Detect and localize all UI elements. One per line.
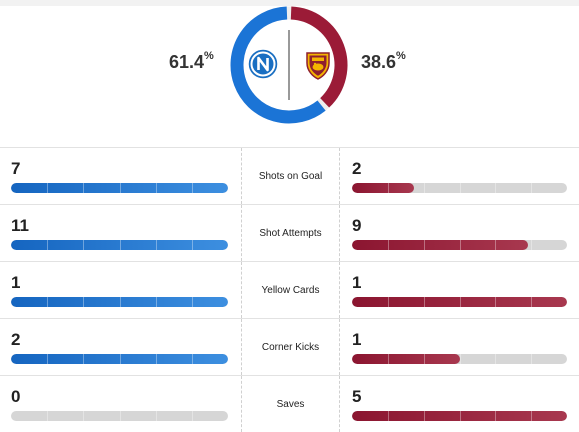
stat-label: Saves xyxy=(241,376,340,432)
bar-segment-tick xyxy=(191,183,193,193)
possession-section: 61.4% 38.6% xyxy=(0,0,579,140)
home-bar-fill xyxy=(11,183,228,193)
home-bar xyxy=(11,411,228,421)
home-bar-fill xyxy=(11,297,228,307)
away-bar xyxy=(352,354,567,364)
away-value: 9 xyxy=(352,216,362,235)
bar-segment-tick xyxy=(531,183,533,193)
stat-label: Yellow Cards xyxy=(241,262,340,318)
bar-segment-tick xyxy=(119,354,121,364)
away-possession: 38.6% xyxy=(361,50,406,72)
away-bar-fill xyxy=(352,411,567,421)
bar-segment-tick xyxy=(387,411,389,421)
possession-donut xyxy=(230,6,348,124)
bar-segment-tick xyxy=(459,183,461,193)
home-bar xyxy=(11,354,228,364)
bar-segment-tick xyxy=(47,240,49,250)
home-value: 1 xyxy=(11,273,21,292)
bar-segment-tick xyxy=(531,297,533,307)
stat-label: Shots on Goal xyxy=(241,148,340,204)
bar-segment-tick xyxy=(119,240,121,250)
bar-segment-tick xyxy=(83,183,85,193)
bar-segment-tick xyxy=(423,240,425,250)
away-possession-arc xyxy=(290,6,348,108)
stat-row-shots-on-goal: 7 Shots on Goal 2 xyxy=(0,148,579,204)
bar-segment-tick xyxy=(495,411,497,421)
away-bar xyxy=(352,183,567,193)
bar-segment-tick xyxy=(119,411,121,421)
home-value: 7 xyxy=(11,159,21,178)
bar-segment-tick xyxy=(531,354,533,364)
bar-segment-tick xyxy=(387,354,389,364)
home-bar xyxy=(11,183,228,193)
home-value: 11 xyxy=(11,216,29,235)
top-strip xyxy=(0,0,579,6)
bar-segment-tick xyxy=(191,240,193,250)
bar-segment-tick xyxy=(531,240,533,250)
home-value: 2 xyxy=(11,330,21,349)
away-bar-fill xyxy=(352,297,567,307)
bar-segment-tick xyxy=(459,411,461,421)
bar-segment-tick xyxy=(83,240,85,250)
home-bar xyxy=(11,240,228,250)
bar-segment-tick xyxy=(495,183,497,193)
roma-crest-icon xyxy=(306,52,330,80)
away-bar xyxy=(352,297,567,307)
home-bar-fill xyxy=(11,240,228,250)
bar-segment-tick xyxy=(387,240,389,250)
away-bar xyxy=(352,411,567,421)
away-value: 5 xyxy=(352,387,362,406)
home-value: 0 xyxy=(11,387,21,406)
stat-row-saves: 0 Saves 5 xyxy=(0,375,579,432)
bar-segment-tick xyxy=(423,411,425,421)
home-possession: 61.4% xyxy=(169,50,214,72)
bar-segment-tick xyxy=(83,354,85,364)
bar-segment-tick xyxy=(423,354,425,364)
bar-segment-tick xyxy=(387,297,389,307)
bar-segment-tick xyxy=(191,297,193,307)
bar-segment-tick xyxy=(191,411,193,421)
bar-segment-tick xyxy=(531,411,533,421)
bar-segment-tick xyxy=(423,183,425,193)
napoli-crest-icon xyxy=(247,48,279,80)
stat-label: Corner Kicks xyxy=(241,319,340,375)
bar-segment-tick xyxy=(83,411,85,421)
away-bar-fill xyxy=(352,354,460,364)
bar-segment-tick xyxy=(119,183,121,193)
home-possession-arc xyxy=(230,6,326,124)
bar-segment-tick xyxy=(119,297,121,307)
stat-row-shot-attempts: 11 Shot Attempts 9 xyxy=(0,204,579,261)
bar-segment-tick xyxy=(47,297,49,307)
bar-segment-tick xyxy=(459,297,461,307)
bar-segment-tick xyxy=(495,240,497,250)
away-bar xyxy=(352,240,567,250)
stats-table: 7 Shots on Goal 2 11 Shot Attempts 9 1 Y… xyxy=(0,147,579,432)
bar-segment-tick xyxy=(459,240,461,250)
stat-row-yellow-cards: 1 Yellow Cards 1 xyxy=(0,261,579,318)
away-bar-fill xyxy=(352,240,529,250)
stat-row-corner-kicks: 2 Corner Kicks 1 xyxy=(0,318,579,375)
bar-segment-tick xyxy=(423,297,425,307)
bar-segment-tick xyxy=(47,411,49,421)
bar-segment-tick xyxy=(83,297,85,307)
home-bar-fill xyxy=(11,354,228,364)
away-value: 2 xyxy=(352,159,362,178)
bar-segment-tick xyxy=(47,183,49,193)
bar-segment-tick xyxy=(191,354,193,364)
bar-segment-tick xyxy=(155,354,157,364)
bar-segment-tick xyxy=(47,354,49,364)
bar-segment-tick xyxy=(155,297,157,307)
away-value: 1 xyxy=(352,273,362,292)
bar-segment-tick xyxy=(155,183,157,193)
bar-segment-tick xyxy=(387,183,389,193)
bar-segment-tick xyxy=(155,240,157,250)
stat-label: Shot Attempts xyxy=(241,205,340,261)
bar-segment-tick xyxy=(495,354,497,364)
bar-segment-tick xyxy=(495,297,497,307)
away-value: 1 xyxy=(352,330,362,349)
home-bar xyxy=(11,297,228,307)
bar-segment-tick xyxy=(459,354,461,364)
away-bar-fill xyxy=(352,183,415,193)
bar-segment-tick xyxy=(155,411,157,421)
